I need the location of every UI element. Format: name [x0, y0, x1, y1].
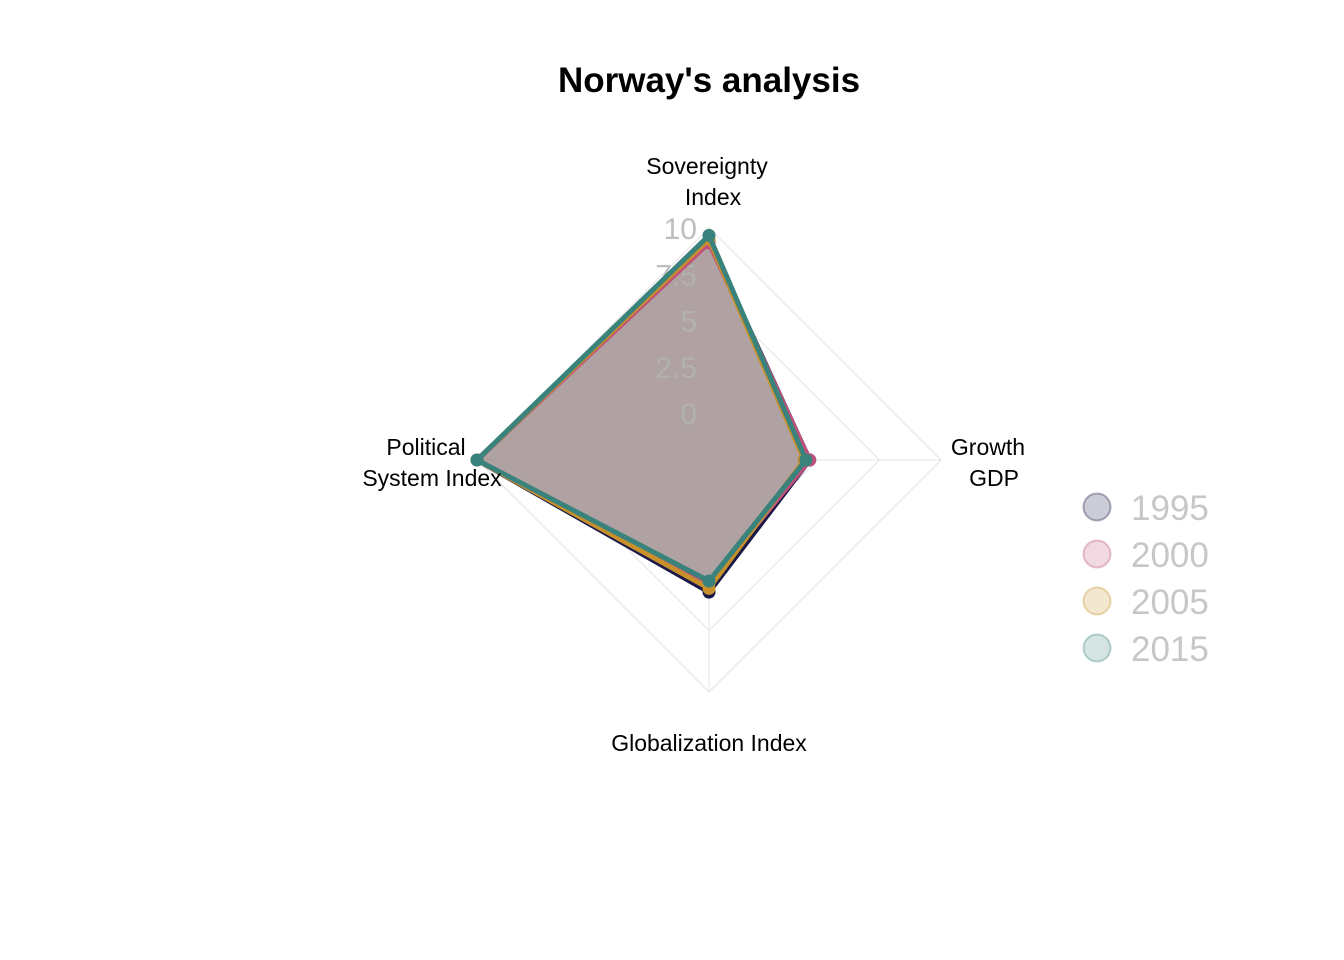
- legend[interactable]: 1995 2000 2005 2015: [1082, 489, 1209, 669]
- axis-label-political: Political System Index: [362, 434, 502, 491]
- axis-label-growth: Growth GDP: [951, 434, 1025, 491]
- series-area-2015: [477, 235, 806, 581]
- legend-label: 2000: [1131, 536, 1209, 575]
- legend-swatch: [1082, 586, 1112, 616]
- tick-label: 0: [680, 398, 697, 431]
- legend-swatch: [1082, 492, 1112, 522]
- tick-label: 5: [680, 306, 697, 339]
- series-area-2000: [477, 242, 810, 583]
- axis-labels: Sovereignty Index Growth GDP Globalization I…: [362, 153, 1025, 756]
- axis-label-sovereignty: Sovereignty Index: [646, 153, 768, 210]
- legend-item-1995[interactable]: 1995: [1082, 489, 1209, 528]
- legend-label: 2005: [1131, 583, 1209, 622]
- tick-label: 10: [664, 213, 697, 246]
- legend-item-2015[interactable]: 2015: [1082, 630, 1209, 669]
- axis-label-globalization: Globalization Index: [611, 730, 807, 756]
- legend-item-2000[interactable]: 2000: [1082, 536, 1209, 575]
- legend-item-2005[interactable]: 2005: [1082, 583, 1209, 622]
- legend-swatch: [1082, 539, 1112, 569]
- chart-title: Norway's analysis: [558, 61, 860, 100]
- series-point-2015: [799, 453, 813, 467]
- legend-swatch: [1082, 633, 1112, 663]
- series-point-2015: [702, 228, 716, 242]
- legend-label: 2015: [1131, 630, 1209, 669]
- legend-label: 1995: [1131, 489, 1209, 528]
- series-point-2015: [470, 453, 484, 467]
- tick-label: 2.5: [655, 352, 697, 385]
- radar-ticks: 02.557.510: [655, 213, 697, 431]
- radar-series: [470, 228, 817, 599]
- series-point-2015: [702, 574, 716, 588]
